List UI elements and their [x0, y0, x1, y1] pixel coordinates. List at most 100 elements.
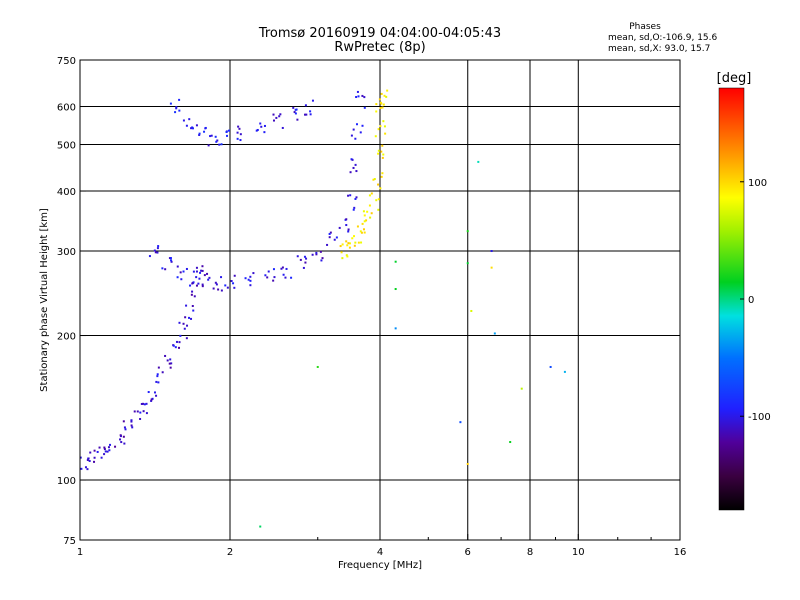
- data-point: [349, 194, 352, 197]
- data-point: [195, 266, 198, 269]
- data-point: [378, 98, 381, 101]
- data-point: [86, 458, 89, 461]
- data-point: [237, 125, 240, 128]
- data-point: [285, 267, 288, 270]
- data-point: [345, 254, 348, 257]
- data-point: [346, 255, 349, 258]
- data-point: [106, 450, 109, 453]
- data-point: [130, 424, 133, 427]
- x-tick-label: 16: [674, 547, 687, 558]
- data-point: [236, 131, 239, 134]
- data-point: [175, 106, 178, 109]
- data-point: [379, 125, 382, 128]
- data-point: [204, 127, 207, 130]
- data-point: [394, 260, 397, 263]
- data-point: [466, 230, 469, 233]
- data-point: [272, 119, 275, 122]
- data-point: [290, 276, 293, 279]
- data-point: [272, 279, 275, 282]
- data-point: [89, 451, 92, 454]
- data-point: [377, 183, 380, 186]
- data-point: [303, 255, 306, 258]
- data-point: [490, 266, 493, 269]
- data-point: [350, 134, 353, 137]
- data-point: [355, 96, 358, 99]
- data-point: [380, 92, 383, 95]
- data-point: [263, 124, 266, 127]
- data-point: [139, 417, 142, 420]
- colorbar-ticks: 100 0 -100: [740, 178, 771, 423]
- data-point: [353, 206, 356, 209]
- data-point: [208, 276, 211, 279]
- data-point: [103, 448, 106, 451]
- data-point: [370, 192, 373, 195]
- data-point: [383, 125, 386, 128]
- data-point: [361, 94, 364, 97]
- data-point: [142, 410, 145, 413]
- data-point: [120, 441, 123, 444]
- data-point: [238, 127, 241, 130]
- data-point: [381, 144, 384, 147]
- data-point: [347, 228, 350, 231]
- data-point: [175, 340, 178, 343]
- data-point: [192, 281, 195, 284]
- data-point: [220, 143, 223, 146]
- data-point: [304, 261, 307, 264]
- data-point: [341, 243, 344, 246]
- data-point: [131, 426, 134, 429]
- y-tick-label: 300: [57, 247, 76, 258]
- data-point: [233, 274, 236, 277]
- data-point: [365, 219, 368, 222]
- data-point: [363, 214, 366, 217]
- chart-subtitle: RwPretec (8p): [334, 40, 426, 55]
- data-point: [84, 466, 87, 469]
- data-point: [357, 241, 360, 244]
- data-point: [157, 366, 160, 369]
- data-point: [185, 337, 188, 340]
- data-point: [150, 398, 153, 401]
- data-point: [195, 270, 198, 273]
- data-point: [178, 98, 181, 101]
- data-point: [382, 103, 385, 106]
- chart-title: Tromsø 20160919 04:04:00-04:05:43: [258, 26, 502, 41]
- data-point: [362, 210, 365, 213]
- data-point: [119, 438, 122, 441]
- data-point: [122, 420, 125, 423]
- data-point: [328, 232, 331, 235]
- data-point: [373, 178, 376, 181]
- data-point: [153, 249, 156, 252]
- data-point: [226, 286, 229, 289]
- data-point: [352, 128, 355, 131]
- data-point: [255, 129, 258, 132]
- data-point: [192, 309, 195, 312]
- data-point: [179, 334, 182, 337]
- data-point: [345, 218, 348, 221]
- data-point: [169, 358, 172, 361]
- data-point: [86, 468, 89, 471]
- y-tick-label: 750: [57, 56, 76, 67]
- data-point: [142, 402, 145, 405]
- data-point: [178, 341, 181, 344]
- data-point: [385, 95, 388, 98]
- data-point: [104, 450, 107, 453]
- phases-x-stats: mean, sd,X: 93.0, 15.7: [608, 44, 711, 54]
- data-point: [321, 257, 324, 260]
- colorbar-label: [deg]: [717, 71, 752, 86]
- data-point: [352, 166, 355, 169]
- data-point: [349, 171, 352, 174]
- data-point: [169, 257, 172, 260]
- data-point: [184, 316, 187, 319]
- data-point: [107, 446, 110, 449]
- data-point: [375, 199, 378, 202]
- data-point: [212, 287, 215, 290]
- data-point: [161, 267, 164, 270]
- data-point: [236, 137, 239, 140]
- data-point: [182, 322, 185, 325]
- data-point: [195, 276, 198, 279]
- data-point: [172, 344, 175, 347]
- phases-title: Phases: [629, 22, 661, 32]
- data-point: [345, 224, 348, 227]
- data-point: [282, 273, 285, 276]
- data-point: [377, 208, 380, 211]
- data-point: [207, 278, 210, 281]
